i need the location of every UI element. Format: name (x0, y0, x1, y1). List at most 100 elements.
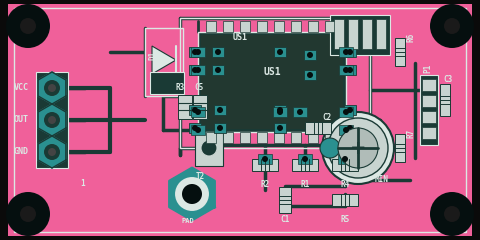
Circle shape (195, 127, 201, 133)
Circle shape (338, 128, 378, 168)
Bar (325, 21, 335, 32)
Circle shape (20, 206, 36, 222)
Bar (206, 21, 216, 32)
Bar (257, 21, 267, 32)
Bar (395, 38, 405, 66)
Bar (292, 159, 318, 171)
Circle shape (44, 112, 60, 128)
Circle shape (6, 4, 50, 48)
Bar (344, 65, 356, 75)
Bar (344, 105, 356, 115)
Text: US1: US1 (232, 34, 248, 42)
Bar (422, 127, 436, 139)
Polygon shape (38, 136, 66, 168)
Bar (212, 47, 224, 57)
Text: GND: GND (14, 148, 29, 156)
Bar (189, 47, 201, 57)
Bar (258, 154, 272, 164)
Text: R1: R1 (300, 180, 310, 189)
Text: P1: P1 (423, 64, 432, 73)
Circle shape (347, 49, 353, 55)
Bar (304, 70, 316, 80)
Text: R5: R5 (340, 215, 349, 224)
Bar (291, 132, 301, 143)
Bar (212, 65, 224, 75)
Circle shape (347, 125, 353, 131)
Circle shape (277, 109, 283, 115)
Text: PAD: PAD (181, 218, 194, 224)
Circle shape (6, 192, 50, 236)
Bar (191, 47, 205, 57)
Text: +: + (350, 138, 366, 157)
Bar (308, 21, 318, 32)
Bar (344, 47, 356, 57)
Circle shape (215, 49, 221, 55)
Text: R2: R2 (260, 180, 270, 189)
Text: C2: C2 (322, 113, 331, 122)
Circle shape (48, 84, 56, 92)
Bar (293, 107, 307, 117)
Bar (325, 132, 335, 143)
Circle shape (192, 125, 198, 131)
Circle shape (182, 184, 202, 204)
Circle shape (347, 67, 353, 73)
Circle shape (217, 107, 223, 113)
Circle shape (342, 156, 348, 162)
Circle shape (343, 49, 349, 55)
Text: R6: R6 (406, 33, 415, 42)
Bar (240, 21, 250, 32)
Bar (376, 19, 386, 49)
Bar (339, 107, 353, 117)
Text: 1: 1 (80, 180, 84, 188)
Text: R3: R3 (176, 83, 185, 92)
Bar (214, 105, 226, 115)
Text: MIN: MIN (375, 175, 389, 185)
Bar (36, 72, 68, 168)
Circle shape (195, 109, 201, 115)
Bar (240, 132, 250, 143)
Circle shape (201, 140, 217, 156)
Circle shape (48, 116, 56, 124)
Circle shape (302, 156, 308, 162)
Circle shape (307, 52, 313, 58)
Bar (223, 21, 233, 32)
Bar (422, 79, 436, 91)
Text: VCC: VCC (14, 84, 29, 92)
Bar (298, 154, 312, 164)
Circle shape (444, 206, 460, 222)
Bar (214, 123, 226, 133)
Bar (191, 65, 205, 75)
Circle shape (343, 109, 349, 115)
Bar (338, 154, 352, 164)
Bar (339, 65, 353, 75)
Circle shape (430, 4, 474, 48)
Circle shape (48, 148, 56, 156)
Bar (274, 105, 286, 115)
Bar (274, 132, 284, 143)
Circle shape (430, 192, 474, 236)
Circle shape (44, 80, 60, 96)
Bar (206, 132, 216, 143)
Bar (198, 32, 346, 132)
Circle shape (195, 49, 201, 55)
Bar (274, 21, 284, 32)
Circle shape (277, 125, 283, 131)
Circle shape (192, 67, 198, 73)
Circle shape (297, 109, 303, 115)
Circle shape (192, 107, 198, 113)
Bar (332, 159, 358, 171)
Bar (395, 134, 405, 162)
Bar (422, 111, 436, 123)
Bar (274, 47, 286, 57)
Circle shape (174, 176, 210, 212)
Text: R4: R4 (340, 180, 349, 189)
Bar (189, 105, 201, 115)
Bar (304, 50, 316, 60)
Circle shape (192, 49, 198, 55)
Bar (330, 15, 390, 55)
Bar (344, 123, 356, 133)
Bar (291, 21, 301, 32)
Polygon shape (169, 168, 215, 220)
Bar (201, 35, 343, 129)
Bar (180, 18, 370, 148)
